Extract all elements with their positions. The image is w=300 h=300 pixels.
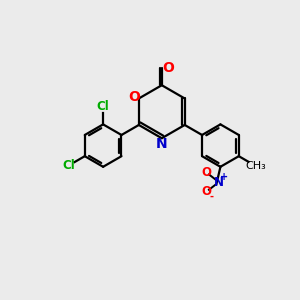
Text: O: O	[162, 61, 174, 75]
Text: Cl: Cl	[97, 100, 110, 112]
Text: O: O	[128, 90, 140, 104]
Text: N: N	[156, 137, 168, 151]
Text: +: +	[220, 172, 228, 182]
Text: Cl: Cl	[63, 159, 75, 172]
Text: O: O	[202, 166, 212, 179]
Text: O: O	[202, 185, 212, 198]
Text: CH₃: CH₃	[245, 161, 266, 171]
Text: N: N	[214, 176, 224, 189]
Text: -: -	[210, 191, 214, 202]
